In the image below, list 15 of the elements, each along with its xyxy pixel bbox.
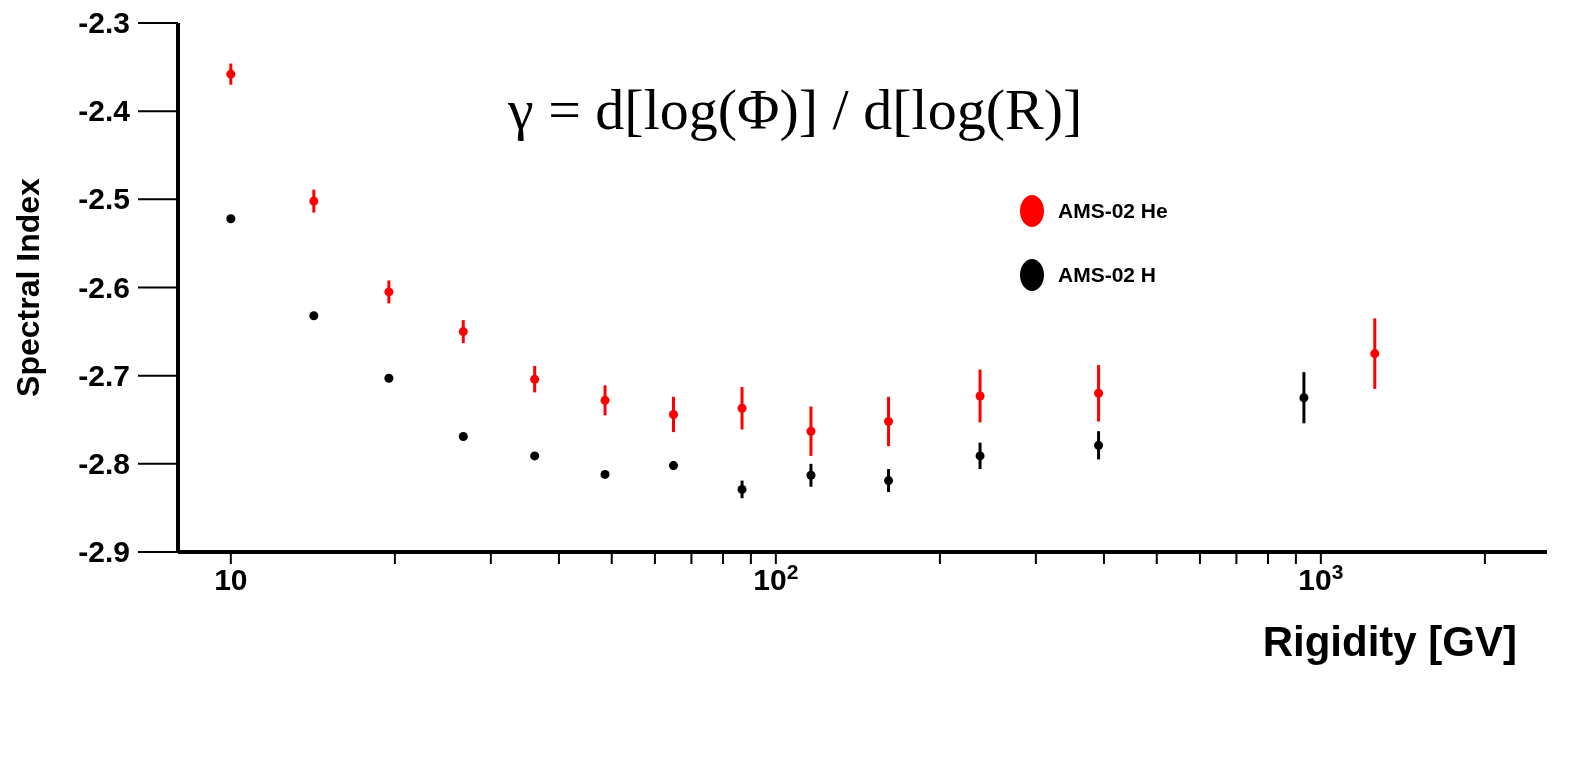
y-tick-label: -2.9 (78, 535, 130, 568)
y-tick-label: -2.4 (78, 94, 131, 128)
x-tick-label: 10$^{2}$ (753, 559, 799, 596)
x-tick-label: 10$^{3}$ (1298, 559, 1344, 596)
y-tick-label: -2.5 (78, 182, 130, 216)
x-tick-label: 10 (214, 563, 248, 596)
legend-label: AMS-02 He (1058, 199, 1168, 223)
y-tick-label: -2.3 (78, 6, 130, 39)
y-tick-label: -2.8 (78, 446, 130, 480)
legend-label: AMS-02 H (1058, 263, 1157, 287)
y-tick-label: -2.6 (78, 270, 130, 304)
y-axis-title: Spectral Index (10, 177, 47, 397)
y-tick-label: -2.7 (78, 358, 130, 392)
x-axis-title: Rigidity [GV] (1262, 618, 1517, 666)
annotation: γ = d[log(Φ)] / d[log(R)] (508, 76, 1083, 143)
